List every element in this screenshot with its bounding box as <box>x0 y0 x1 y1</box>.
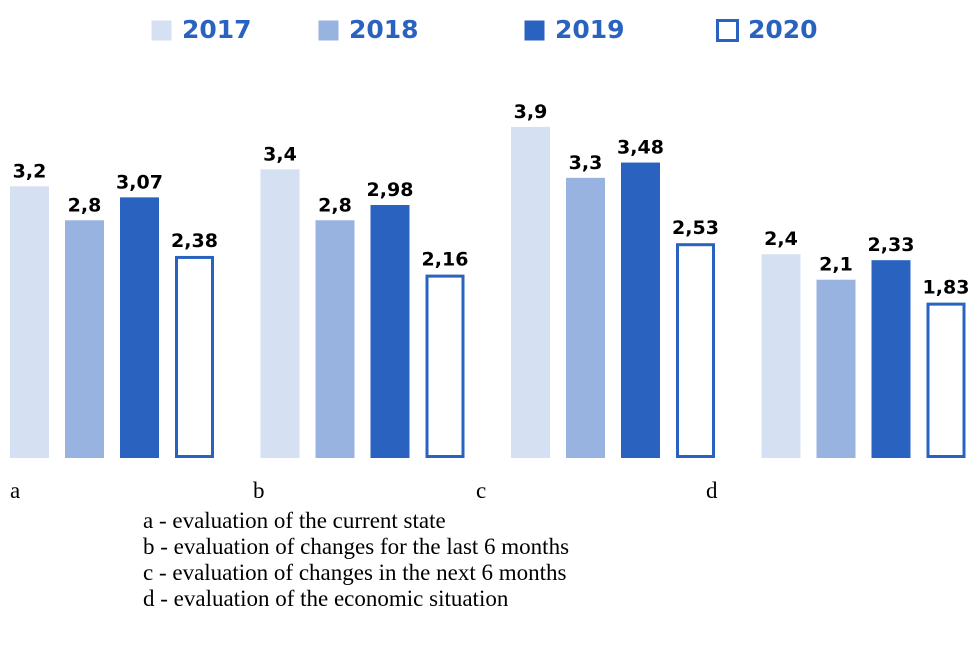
bar <box>676 243 715 458</box>
bar <box>511 126 550 458</box>
category-label: c <box>476 478 486 503</box>
bar <box>10 186 49 458</box>
bar <box>65 220 104 458</box>
legend-label: 2020 <box>748 15 818 44</box>
note: b - evaluation of changes for the last 6… <box>143 534 569 559</box>
value-label: 2,8 <box>318 194 352 216</box>
value-label: 1,83 <box>923 277 970 299</box>
bar <box>370 204 410 458</box>
category-label: b <box>253 478 265 503</box>
value-label: 2,4 <box>764 228 798 250</box>
value-label: 3,2 <box>13 160 47 182</box>
legend-swatch <box>716 19 739 42</box>
value-label: 2,98 <box>367 179 414 201</box>
value-label: 3,3 <box>569 152 603 174</box>
value-label: 3,9 <box>514 101 548 123</box>
value-label: 3,4 <box>263 143 297 165</box>
bar <box>621 162 660 458</box>
bar <box>425 274 465 458</box>
value-label: 3,07 <box>116 171 163 193</box>
value-label: 2,53 <box>672 217 719 239</box>
bar <box>761 254 801 458</box>
value-label: 3,48 <box>617 137 664 159</box>
legend-swatch <box>524 20 545 41</box>
bar <box>260 169 300 458</box>
note: a - evaluation of the current state <box>143 508 446 533</box>
value-label: 2,38 <box>171 230 218 252</box>
bar <box>926 302 966 458</box>
note: c - evaluation of changes in the next 6 … <box>143 560 567 585</box>
bar <box>566 177 605 458</box>
category-label: a <box>10 478 20 503</box>
note: d - evaluation of the economic situation <box>143 586 509 611</box>
value-label: 2,8 <box>68 194 102 216</box>
bar <box>120 197 159 458</box>
legend-label: 2017 <box>182 15 252 44</box>
bar <box>175 255 214 458</box>
legend-label: 2019 <box>555 15 625 44</box>
legend-swatch <box>318 20 339 41</box>
legend-swatch <box>151 20 172 41</box>
bar <box>315 220 355 458</box>
value-label: 2,16 <box>422 249 469 271</box>
value-label: 2,1 <box>819 254 853 276</box>
value-label: 2,33 <box>868 234 915 256</box>
category-label: d <box>706 478 718 503</box>
bar <box>816 279 856 458</box>
legend-label: 2018 <box>349 15 419 44</box>
bar <box>871 260 911 458</box>
